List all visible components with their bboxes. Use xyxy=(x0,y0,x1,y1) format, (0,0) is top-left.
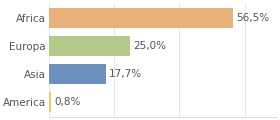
Bar xyxy=(49,92,51,112)
Bar xyxy=(49,64,106,84)
Text: 25,0%: 25,0% xyxy=(133,41,166,51)
Text: 0,8%: 0,8% xyxy=(54,97,80,107)
Bar xyxy=(49,8,233,28)
Text: 17,7%: 17,7% xyxy=(109,69,142,79)
Text: 56,5%: 56,5% xyxy=(236,13,269,23)
Bar xyxy=(49,36,130,56)
